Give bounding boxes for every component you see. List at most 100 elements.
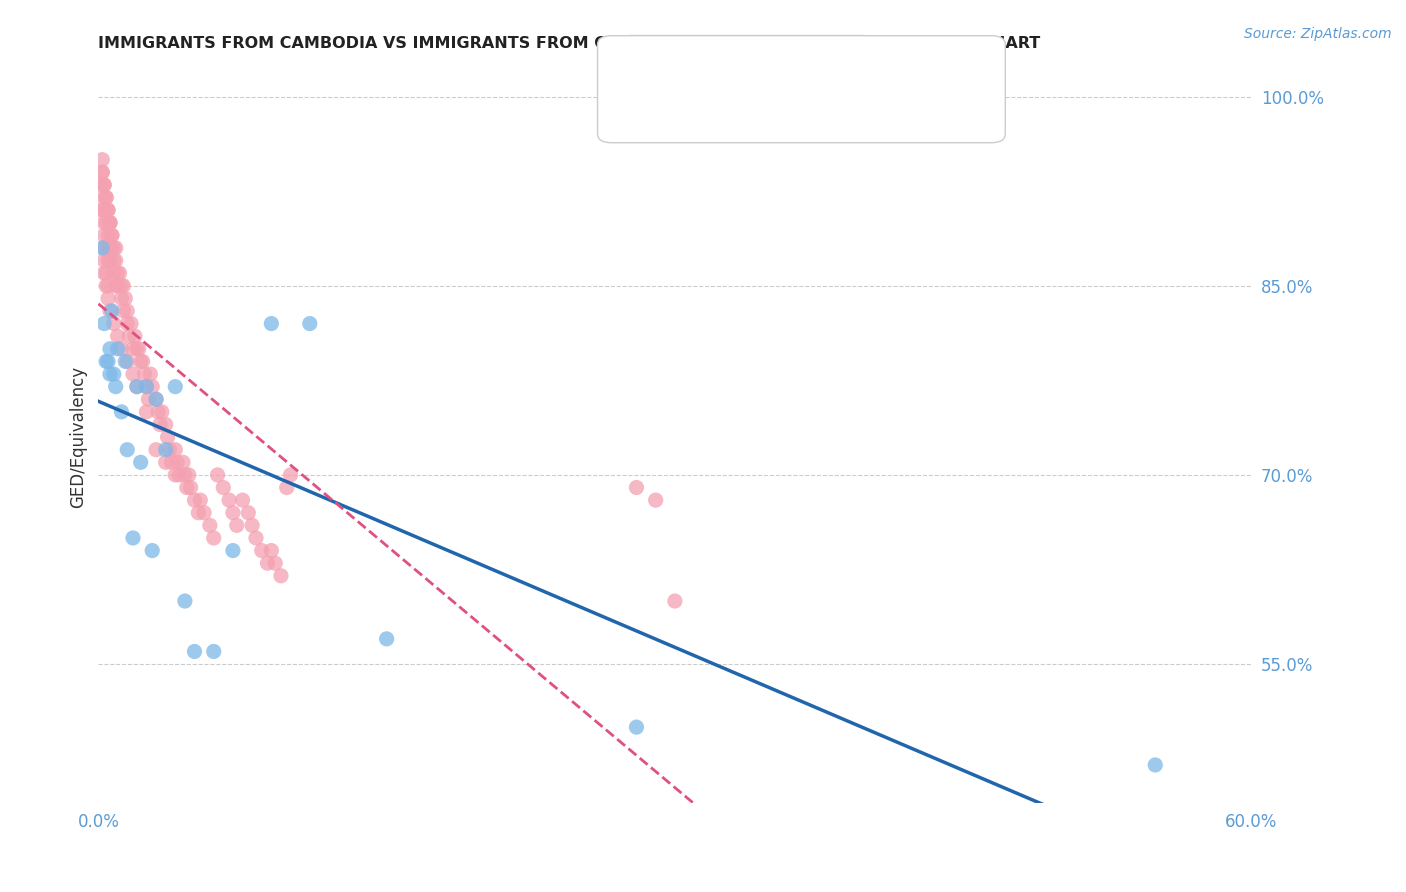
Immigrants from Guyana [94,278,117,293]
Immigrants from Guyana [117,354,139,368]
Immigrants from Guyana [91,165,114,179]
Immigrants from Guyana [145,442,167,457]
Immigrants from Guyana [141,379,163,393]
Immigrants from Guyana [122,342,145,356]
Immigrants from Guyana [97,203,120,218]
Immigrants from Guyana [97,253,120,268]
Immigrants from Guyana [231,493,254,508]
Legend: R = -0.548   N = 30, R = -0.406    N = 116: R = -0.548 N = 30, R = -0.406 N = 116 [627,35,868,103]
Immigrants from Guyana [91,203,114,218]
Immigrants from Guyana [107,266,129,280]
Immigrants from Guyana [104,278,127,293]
Immigrants from Guyana [644,493,666,508]
Immigrants from Guyana [112,304,135,318]
Immigrants from Guyana [155,455,177,469]
Immigrants from Cambodia [94,354,117,368]
Immigrants from Guyana [110,342,132,356]
Immigrants from Guyana [125,342,148,356]
Immigrants from Guyana [165,442,187,457]
Immigrants from Cambodia [122,531,145,545]
Immigrants from Guyana [129,354,152,368]
Immigrants from Guyana [107,329,129,343]
Immigrants from Guyana [98,253,121,268]
Text: Source: ZipAtlas.com: Source: ZipAtlas.com [1244,27,1392,41]
Immigrants from Guyana [117,317,139,331]
Immigrants from Cambodia [626,720,648,734]
Immigrants from Cambodia [298,317,321,331]
Immigrants from Cambodia [110,405,132,419]
Immigrants from Cambodia [98,367,121,381]
Immigrants from Guyana [159,442,181,457]
Immigrants from Guyana [139,367,162,381]
Immigrants from Guyana [120,317,142,331]
Immigrants from Guyana [94,190,117,204]
Immigrants from Cambodia [125,379,148,393]
Immigrants from Cambodia [202,644,225,658]
Immigrants from Cambodia [129,455,152,469]
Immigrants from Guyana [94,190,117,204]
Immigrants from Guyana [124,329,146,343]
Immigrants from Cambodia [141,543,163,558]
Immigrants from Cambodia [155,442,177,457]
Y-axis label: GED/Equivalency: GED/Equivalency [69,366,87,508]
Immigrants from Guyana [146,405,169,419]
Immigrants from Guyana [240,518,263,533]
Immigrants from Guyana [101,228,124,243]
Immigrants from Cambodia [117,442,139,457]
Immigrants from Guyana [93,178,115,192]
Immigrants from Guyana [103,241,125,255]
Immigrants from Guyana [91,203,114,218]
Immigrants from Guyana [104,253,127,268]
Immigrants from Guyana [138,392,160,407]
Immigrants from Cambodia [222,543,245,558]
Immigrants from Guyana [98,241,121,255]
Immigrants from Guyana [93,253,115,268]
Immigrants from Guyana [174,467,197,482]
Immigrants from Guyana [93,241,115,255]
Immigrants from Guyana [160,455,183,469]
Immigrants from Guyana [180,481,202,495]
Immigrants from Guyana [93,266,115,280]
Immigrants from Guyana [97,241,120,255]
Immigrants from Guyana [188,493,211,508]
Immigrants from Guyana [165,467,187,482]
Immigrants from Guyana [280,467,302,482]
Immigrants from Guyana [177,467,200,482]
Immigrants from Guyana [176,481,198,495]
Immigrants from Guyana [118,329,141,343]
Immigrants from Guyana [98,216,121,230]
Immigrants from Guyana [270,569,292,583]
Immigrants from Guyana [97,291,120,305]
Immigrants from Guyana [112,278,135,293]
Immigrants from Cambodia [104,379,127,393]
Immigrants from Guyana [103,317,125,331]
Immigrants from Guyana [110,291,132,305]
Immigrants from Guyana [97,203,120,218]
Immigrants from Guyana [193,506,215,520]
Immigrants from Guyana [122,367,145,381]
Immigrants from Cambodia [1144,758,1167,772]
Immigrants from Cambodia [135,379,157,393]
Immigrants from Guyana [103,266,125,280]
Immigrants from Guyana [97,278,120,293]
Immigrants from Guyana [128,342,150,356]
Immigrants from Guyana [103,253,125,268]
Immigrants from Guyana [135,379,157,393]
Immigrants from Cambodia [183,644,205,658]
Immigrants from Guyana [155,417,177,432]
Immigrants from Guyana [264,556,287,570]
Immigrants from Guyana [250,543,273,558]
Immigrants from Guyana [218,493,240,508]
Immigrants from Guyana [108,266,131,280]
Immigrants from Guyana [94,266,117,280]
Immigrants from Guyana [172,455,194,469]
Immigrants from Guyana [97,228,120,243]
Immigrants from Guyana [110,278,132,293]
Immigrants from Guyana [626,481,648,495]
Immigrants from Cambodia [107,342,129,356]
Immigrants from Guyana [93,178,115,192]
Immigrants from Guyana [114,291,136,305]
Immigrants from Guyana [135,405,157,419]
Immigrants from Cambodia [101,304,124,318]
Immigrants from Guyana [101,241,124,255]
